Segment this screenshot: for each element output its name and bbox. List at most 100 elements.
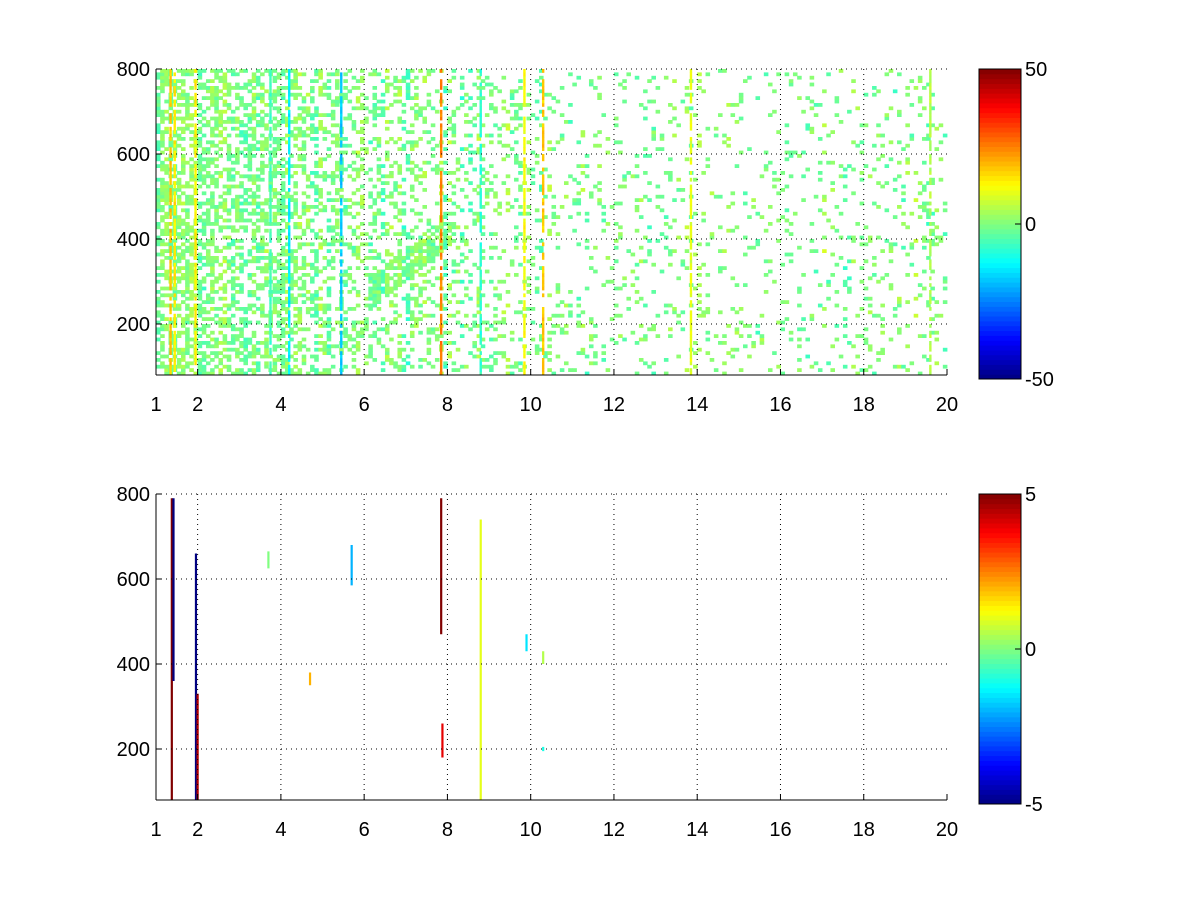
dense-column-cell: [169, 344, 172, 349]
heatmap-cell: [880, 317, 885, 321]
heatmap-cell: [289, 164, 294, 168]
heatmap-cell: [759, 313, 765, 318]
dense-column-cell: [340, 218, 343, 223]
heatmap-cell: [909, 79, 915, 83]
dense-column-cell: [169, 310, 172, 315]
dense-column-cell: [173, 123, 176, 128]
heatmap-cell: [476, 75, 482, 80]
dense-column-cell: [479, 259, 482, 264]
heatmap-cell: [322, 341, 328, 345]
heatmap-cell: [493, 123, 498, 128]
heatmap-cell: [280, 317, 286, 321]
heatmap-cell: [235, 184, 240, 189]
heatmap-cell: [534, 286, 540, 291]
dense-column-cell: [269, 215, 272, 219]
heatmap-cell: [255, 194, 261, 199]
heatmap-cell: [201, 181, 207, 185]
heatmap-cell: [472, 320, 477, 325]
heatmap-cell: [384, 252, 390, 257]
heatmap-cell: [693, 113, 698, 117]
heatmap-cell: [197, 327, 203, 332]
dense-column-cell: [269, 72, 272, 77]
heatmap-cell: [905, 344, 910, 349]
heatmap-cell: [160, 198, 165, 202]
heatmap-cell: [368, 296, 373, 301]
heatmap-cell: [430, 364, 436, 369]
heatmap-cell: [663, 303, 669, 308]
heatmap-cell: [251, 126, 257, 131]
heatmap-cell: [197, 177, 203, 182]
heatmap-cell: [872, 92, 877, 97]
heatmap-cell: [364, 171, 369, 175]
heatmap-cell: [497, 296, 502, 301]
heatmap-cell: [210, 232, 215, 236]
heatmap-cell: [514, 273, 519, 277]
heatmap-cell: [476, 96, 482, 100]
x-tick-label: 8: [442, 819, 453, 841]
heatmap-cell: [326, 344, 332, 349]
heatmap-cell: [276, 222, 282, 226]
heatmap-cell: [480, 167, 486, 172]
heatmap-cell: [230, 313, 236, 318]
heatmap-cell: [430, 167, 436, 172]
heatmap-cell: [297, 327, 303, 332]
heatmap-cell: [285, 358, 290, 362]
heatmap-cell: [330, 327, 336, 332]
heatmap-cell: [622, 99, 627, 104]
heatmap-cell: [489, 140, 494, 145]
heatmap-cell: [185, 286, 190, 291]
heatmap-cell: [222, 320, 228, 325]
heatmap-cell: [201, 324, 207, 328]
heatmap-cell: [189, 273, 194, 277]
dense-column-cell: [269, 171, 272, 175]
y-tick-label: 800: [117, 59, 150, 81]
dense-column-cell: [479, 225, 482, 230]
heatmap-cell: [697, 72, 702, 77]
heatmap-cell: [530, 320, 536, 325]
dense-column-cell: [479, 242, 482, 247]
heatmap-cell: [351, 160, 357, 165]
colorbar-step: [979, 257, 1021, 264]
heatmap-cell: [426, 69, 432, 73]
dense-column-cell: [439, 201, 443, 206]
heatmap-cell: [638, 259, 644, 264]
heatmap-cell: [638, 337, 644, 342]
heatmap-cell: [530, 167, 536, 172]
heatmap-cell: [205, 120, 211, 124]
dense-column-cell: [288, 123, 291, 128]
heatmap-cell: [168, 184, 174, 189]
heatmap-cell: [380, 79, 386, 83]
heatmap-cell: [230, 167, 236, 172]
heatmap-cell: [926, 133, 931, 138]
heatmap-cell: [451, 184, 457, 189]
dense-column-cell: [439, 188, 443, 192]
dense-column-cell: [689, 86, 693, 90]
dense-column-cell: [689, 184, 693, 189]
dense-column-cell: [439, 150, 443, 155]
heatmap-cell: [210, 143, 215, 148]
heatmap-cell: [451, 191, 457, 196]
heatmap-cell: [930, 106, 935, 111]
heatmap-cell: [792, 150, 798, 155]
heatmap-cell: [480, 225, 486, 230]
dense-column-cell: [439, 228, 443, 233]
heatmap-cell: [597, 188, 602, 192]
heatmap-cell: [222, 337, 228, 342]
heatmap-cell: [897, 205, 902, 209]
heatmap-cell: [326, 130, 332, 134]
heatmap-cell: [489, 188, 494, 192]
heatmap-cell: [160, 191, 165, 196]
heatmap-cell: [185, 279, 190, 284]
heatmap-cell: [289, 194, 294, 199]
heatmap-cell: [185, 160, 190, 165]
heatmap-cell: [618, 201, 623, 206]
heatmap-cell: [643, 235, 648, 240]
heatmap-cell: [447, 354, 452, 359]
heatmap-cell: [418, 364, 423, 369]
dense-column-cell: [929, 276, 932, 281]
heatmap-cell: [222, 109, 228, 114]
dense-column-cell: [439, 256, 443, 260]
heatmap-cell: [597, 201, 602, 206]
dense-column-cell: [689, 290, 693, 294]
